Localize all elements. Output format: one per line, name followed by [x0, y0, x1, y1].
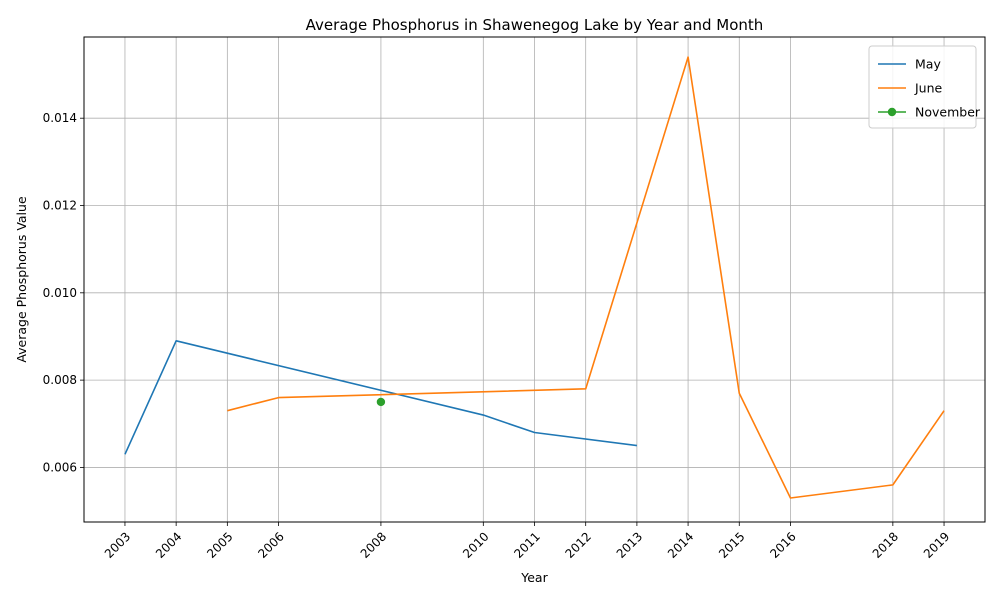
y-tick-label: 0.014	[43, 111, 77, 125]
x-axis-label: Year	[520, 570, 548, 585]
y-axis-label: Average Phosphorus Value	[14, 196, 29, 363]
legend-label-june: June	[914, 81, 943, 96]
legend-label-november: November	[915, 105, 981, 120]
y-tick-label: 0.006	[43, 460, 77, 474]
grid-lines	[84, 37, 985, 522]
y-tick-label: 0.010	[43, 286, 77, 300]
series-line-may	[124, 340, 637, 455]
legend-marker-november	[887, 107, 897, 117]
series-layer	[124, 56, 945, 499]
legend-label-may: May	[915, 57, 941, 72]
legend: May June November	[868, 45, 981, 129]
data-point-november	[376, 397, 386, 407]
y-axis: 0.006 0.008 0.010 0.012 0.014	[43, 111, 84, 474]
series-line-june	[227, 56, 945, 499]
chart-title: Average Phosphorus in Shawenegog Lake by…	[306, 16, 764, 34]
y-tick-label: 0.012	[43, 199, 77, 213]
y-tick-label: 0.008	[43, 373, 77, 387]
legend-box	[868, 45, 977, 129]
